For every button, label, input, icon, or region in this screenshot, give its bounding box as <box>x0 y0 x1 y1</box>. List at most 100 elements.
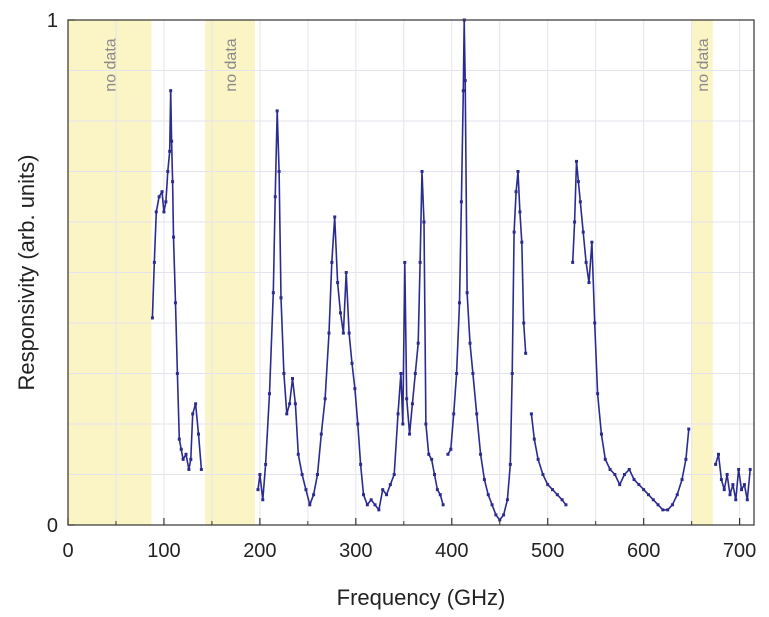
data-point <box>191 412 195 416</box>
plot-frame <box>67 19 755 526</box>
data-point <box>522 321 526 325</box>
data-point <box>408 432 412 436</box>
data-point <box>420 170 424 173</box>
data-point <box>745 498 749 502</box>
data-point <box>646 493 650 497</box>
data-point <box>590 240 594 244</box>
data-point <box>498 518 502 522</box>
data-point <box>494 513 498 517</box>
data-point <box>452 412 456 416</box>
data-point <box>152 260 156 264</box>
data-point <box>288 402 292 406</box>
x-tick-label: 600 <box>627 540 660 562</box>
data-point <box>560 498 564 502</box>
data-point <box>396 412 400 416</box>
data-point <box>459 200 463 204</box>
no-data-label: no data <box>103 38 120 91</box>
data-point <box>171 180 175 184</box>
data-point <box>184 452 188 456</box>
x-tick-label: 300 <box>339 540 372 562</box>
data-point <box>613 473 617 476</box>
data-point <box>581 230 585 234</box>
x-tick-label: 200 <box>243 540 276 562</box>
data-point <box>296 452 300 456</box>
data-point <box>603 457 607 461</box>
data-point <box>463 79 467 83</box>
data-point <box>315 473 319 476</box>
data-point <box>578 200 582 204</box>
data-point <box>285 412 289 416</box>
data-point <box>687 427 691 431</box>
data-point <box>461 89 465 93</box>
data-point <box>413 372 417 375</box>
data-point <box>680 478 684 482</box>
data-point <box>622 473 626 476</box>
series-line <box>447 19 527 521</box>
data-point <box>575 159 579 163</box>
data-point <box>532 437 536 441</box>
data-point <box>160 190 164 194</box>
data-point <box>618 483 622 487</box>
data-point <box>731 483 735 487</box>
data-point <box>323 397 327 401</box>
data-point <box>728 493 732 497</box>
data-point <box>277 170 281 173</box>
data-point <box>150 316 154 320</box>
data-point <box>748 467 752 471</box>
data-point <box>169 89 173 93</box>
data-point <box>457 301 461 305</box>
data-point <box>717 452 721 456</box>
data-point <box>271 291 275 295</box>
data-point <box>279 296 283 300</box>
no-data-label: no data <box>223 38 240 91</box>
data-point <box>327 331 331 335</box>
data-point <box>258 473 262 476</box>
data-point <box>518 210 522 214</box>
data-point <box>508 462 512 466</box>
data-point <box>510 372 514 375</box>
data-point <box>449 447 453 451</box>
data-point <box>275 109 279 113</box>
data-point <box>433 473 437 476</box>
axes-box <box>67 19 755 526</box>
data-point <box>353 387 357 391</box>
data-point <box>627 467 631 471</box>
data-point <box>418 260 422 264</box>
data-point <box>486 493 490 497</box>
data-point <box>344 271 348 274</box>
data-point <box>173 301 177 305</box>
data-point <box>359 462 363 466</box>
data-point <box>427 452 431 456</box>
y-tick-label: 1 <box>47 10 58 32</box>
x-tick-label: 100 <box>147 540 180 562</box>
data-point <box>388 483 392 487</box>
data-point <box>571 260 575 264</box>
data-point <box>742 483 746 487</box>
data-point <box>642 488 646 492</box>
data-point <box>300 473 304 476</box>
data-point <box>573 220 577 224</box>
data-point <box>199 467 203 471</box>
data-point <box>670 503 674 507</box>
data-point <box>725 473 729 476</box>
data-point <box>482 478 486 482</box>
data-point <box>551 488 555 492</box>
data-point <box>661 508 665 512</box>
data-point <box>479 452 483 456</box>
data-point <box>273 195 277 199</box>
series-layer <box>150 18 752 522</box>
data-point <box>737 467 741 471</box>
data-point <box>365 503 369 507</box>
data-point <box>714 462 718 466</box>
data-point <box>529 412 533 416</box>
data-point <box>632 478 636 482</box>
data-point <box>675 493 679 497</box>
y-axis-ticks: 01 <box>47 10 75 537</box>
data-point <box>468 341 472 345</box>
data-point <box>308 503 312 507</box>
data-point <box>424 422 428 426</box>
data-point <box>722 488 726 492</box>
data-point <box>330 260 334 264</box>
